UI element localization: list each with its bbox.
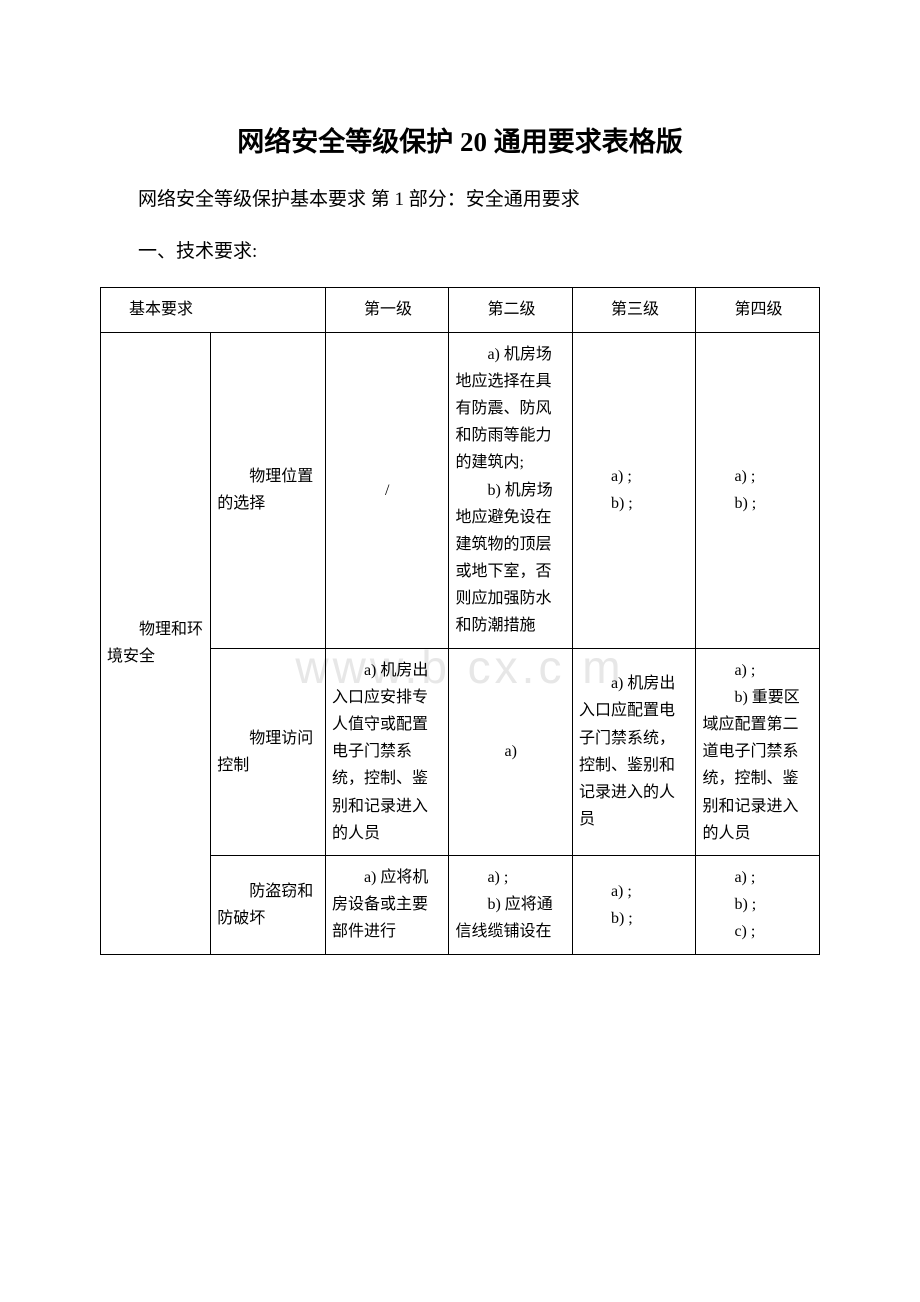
- header-level4: 第四级: [696, 288, 820, 332]
- level2-cell: a): [449, 648, 573, 855]
- level4-cell: a) ; b) 重要区域应配置第二道电子门禁系统，控制、鉴别和记录进入的人员: [696, 648, 820, 855]
- subcategory-cell: 物理访问控制: [211, 648, 326, 855]
- page-title: 网络安全等级保护 20 通用要求表格版: [100, 120, 820, 159]
- level4-cell: a) ; b) ; c) ;: [696, 855, 820, 954]
- level3-cell: a) ; b) ;: [572, 332, 696, 648]
- header-level3: 第三级: [572, 288, 696, 332]
- level1-cell: a) 应将机房设备或主要部件进行: [325, 855, 449, 954]
- level2-cell: a) 机房场地应选择在具有防震、防风和防雨等能力的建筑内; b) 机房场地应避免…: [449, 332, 573, 648]
- level1-cell: /: [325, 332, 449, 648]
- header-level2: 第二级: [449, 288, 573, 332]
- level3-cell: a) ; b) ;: [572, 855, 696, 954]
- level2-cell: a) ; b) 应将通信线缆铺设在: [449, 855, 573, 954]
- header-requirement: 基本要求: [101, 288, 326, 332]
- level3-cell: a) 机房出入口应配置电子门禁系统，控制、鉴别和记录进入的人员: [572, 648, 696, 855]
- category-cell: 物理和环境安全: [101, 332, 211, 954]
- subtitle-text: 网络安全等级保护基本要求 第 1 部分：安全通用要求: [100, 183, 820, 217]
- level4-cell: a) ; b) ;: [696, 332, 820, 648]
- requirements-table: 基本要求 第一级 第二级 第三级 第四级 物理和环境安全 物理位置的选择 / a…: [100, 287, 820, 954]
- document-content: 网络安全等级保护 20 通用要求表格版 网络安全等级保护基本要求 第 1 部分：…: [100, 120, 820, 955]
- subcategory-cell: 物理位置的选择: [211, 332, 326, 648]
- table-row: 物理和环境安全 物理位置的选择 / a) 机房场地应选择在具有防震、防风和防雨等…: [101, 332, 820, 648]
- subcategory-cell: 防盗窃和防破坏: [211, 855, 326, 954]
- table-header-row: 基本要求 第一级 第二级 第三级 第四级: [101, 288, 820, 332]
- section-heading: 一、技术要求:: [100, 235, 820, 269]
- level1-cell: a) 机房出入口应安排专人值守或配置电子门禁系统，控制、鉴别和记录进入的人员: [325, 648, 449, 855]
- header-level1: 第一级: [325, 288, 449, 332]
